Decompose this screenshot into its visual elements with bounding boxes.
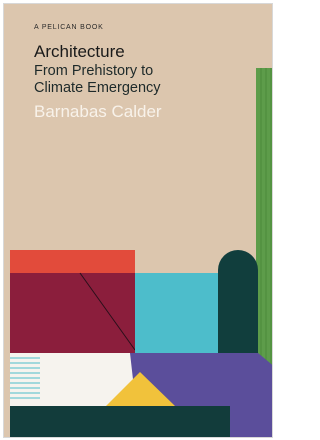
cyan-block: [135, 273, 219, 353]
book-title: Architecture: [34, 42, 125, 62]
maroon-block: [10, 273, 135, 353]
page: A PELICAN BOOK Architecture From Prehist…: [0, 0, 275, 440]
author-name: Barnabas Calder: [34, 102, 162, 122]
dark-base: [10, 406, 230, 437]
series-label: A PELICAN BOOK: [34, 24, 104, 31]
green-stripe: [256, 68, 272, 398]
book-subtitle: From Prehistory to Climate Emergency: [34, 63, 194, 97]
red-block: [10, 250, 135, 273]
book-cover: A PELICAN BOOK Architecture From Prehist…: [4, 4, 272, 437]
